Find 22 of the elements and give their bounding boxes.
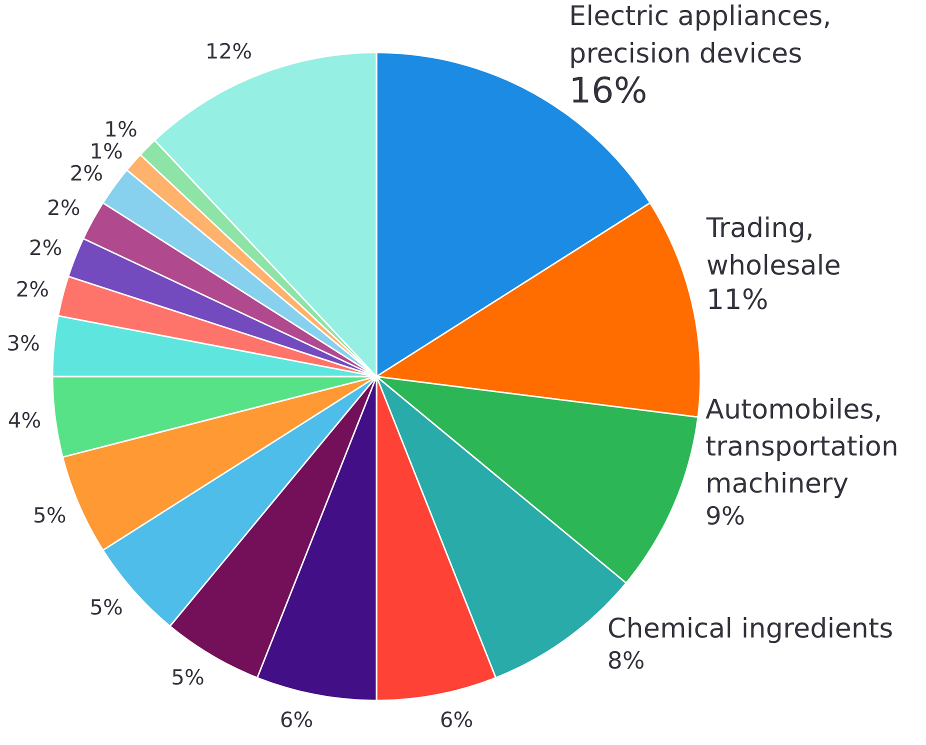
data-label: 12% [205, 39, 252, 64]
data-label: 2% [16, 278, 50, 302]
slice-label: Trading, wholesale [705, 213, 841, 282]
data-label: 2% [70, 161, 104, 186]
data-label: 6% [280, 708, 314, 732]
slice-label: Automobiles, transportation machinery [705, 394, 899, 500]
data-label: 16% [569, 70, 648, 112]
data-label: 3% [6, 332, 40, 356]
data-label: 5% [171, 665, 204, 690]
data-label: 2% [46, 196, 80, 220]
data-label: 9% [705, 502, 746, 531]
slice-label: Chemical ingredients [607, 614, 894, 645]
data-label: 1% [90, 139, 123, 164]
data-label: 11% [706, 282, 768, 316]
slice-label: Electric appliances, precision devices [569, 1, 832, 70]
data-label: 5% [90, 596, 123, 620]
data-label: 1% [104, 117, 138, 142]
data-label: 8% [607, 646, 645, 674]
data-label: 2% [28, 236, 62, 260]
data-label: 5% [32, 503, 66, 528]
data-label: 4% [8, 408, 42, 432]
data-label: 6% [440, 708, 474, 732]
